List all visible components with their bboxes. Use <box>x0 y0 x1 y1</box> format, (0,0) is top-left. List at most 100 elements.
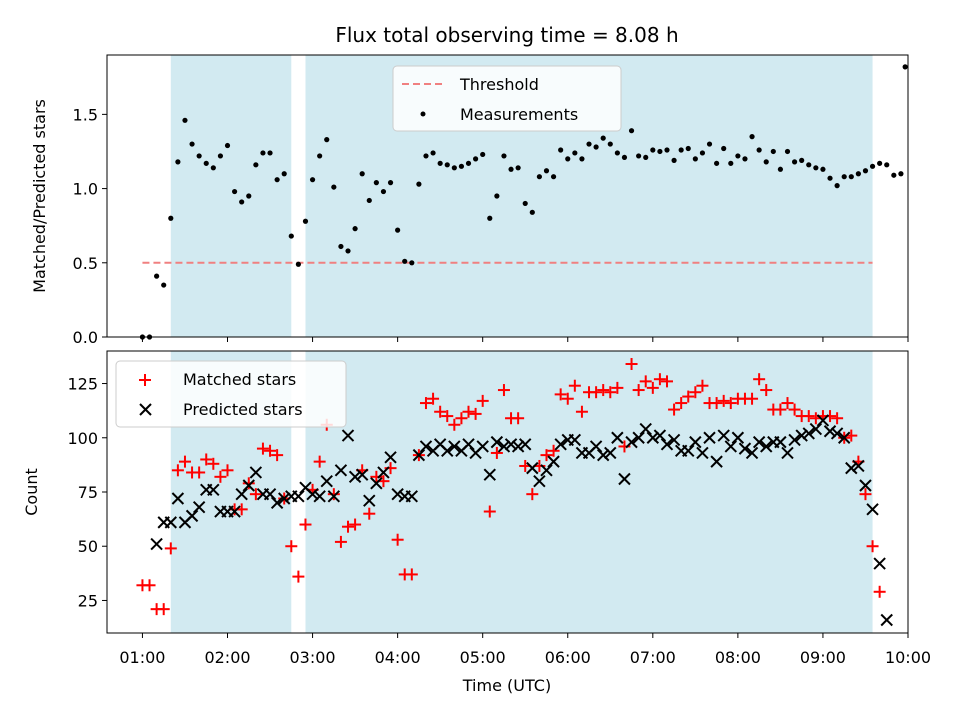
measurement-point <box>902 64 908 70</box>
measurement-point <box>317 153 323 159</box>
top-y-tick-label: 1.5 <box>73 105 98 124</box>
predicted-star-point <box>710 455 723 468</box>
measurement-point <box>387 180 394 186</box>
measurement-point <box>777 166 784 172</box>
measurement-point <box>395 227 401 233</box>
measurement-point <box>196 153 202 159</box>
measurement-point <box>550 174 557 180</box>
predicted-star-point <box>384 451 397 464</box>
measurement-point <box>848 174 854 180</box>
measurement-point <box>536 174 542 180</box>
bottom-legend-box <box>115 360 347 428</box>
matched-star-point <box>207 457 220 470</box>
matched-star-point <box>831 412 844 425</box>
bottom-axes-frame <box>106 350 909 634</box>
matched-star-point <box>710 397 723 410</box>
matched-star-point <box>590 386 603 399</box>
x-tick-label: 09:00 <box>800 648 846 667</box>
measurement-point <box>791 159 798 165</box>
matched-star-point <box>441 410 454 423</box>
bottom-legend: Matched stars Predicted stars <box>115 360 347 428</box>
predicted-star-point <box>724 440 737 453</box>
matched-star-point <box>214 470 227 483</box>
matched-star-point <box>405 568 418 581</box>
measurement-point <box>515 165 521 171</box>
bottom-y-tick-label: 25 <box>78 591 98 610</box>
measurement-point <box>714 160 720 166</box>
measurement-point <box>473 156 479 162</box>
measurement-point <box>862 168 869 174</box>
measurement-point <box>402 258 408 264</box>
matched-star-point <box>646 381 659 394</box>
measurement-point <box>366 197 372 204</box>
matched-star-point <box>242 477 255 490</box>
matched-star-point <box>540 449 553 462</box>
bottom-panel-counts: 25 50 75 100 125 Count Matched stars Predict… <box>22 350 909 638</box>
measurement-point <box>621 154 628 161</box>
measurement-point <box>465 160 472 166</box>
matched-star-point <box>597 384 610 397</box>
measurement-point <box>458 163 465 169</box>
x-tick-label: 02:00 <box>204 648 250 667</box>
matched-star-point <box>788 403 801 416</box>
predicted-star-point <box>845 461 858 475</box>
matched-star-point <box>611 381 624 394</box>
measurement-point <box>742 156 748 162</box>
measurement-point <box>494 193 500 199</box>
predicted-star-point <box>533 474 546 488</box>
predicted-star-point <box>185 509 199 523</box>
measurement-point <box>324 137 330 143</box>
matched-star-point <box>292 570 305 583</box>
matched-star-point <box>434 405 447 418</box>
predicted-star-point <box>859 479 872 492</box>
matched-star-point <box>164 542 177 555</box>
measurement-point <box>558 147 564 153</box>
threshold-legend-label: Threshold <box>459 75 539 94</box>
measurement-point <box>444 162 450 168</box>
predicted-star-point <box>355 468 369 481</box>
x-tick-label: 04:00 <box>375 648 421 667</box>
measurement-point <box>884 162 890 168</box>
predicted-star-point <box>526 461 539 475</box>
measurement-point <box>749 134 755 140</box>
measurement-point <box>721 145 727 152</box>
measurement-point <box>423 153 429 159</box>
x-tick-label: 03:00 <box>290 648 336 667</box>
matched-star-point <box>512 412 525 425</box>
bottom-y-tick-label: 50 <box>78 537 98 556</box>
matched-star-point <box>455 412 468 425</box>
measurement-point <box>522 200 528 207</box>
predicted-star-point <box>519 438 532 451</box>
matched-star-point <box>668 403 681 416</box>
predicted-star-point <box>511 440 525 453</box>
predicted-star-point <box>490 435 504 449</box>
matched-star-point <box>476 394 489 407</box>
measurement-point <box>600 135 606 141</box>
x-tick-label: 10:00 <box>885 648 931 667</box>
matched-star-point <box>363 507 376 520</box>
predicted-star-point <box>689 435 702 449</box>
matched-star-point <box>334 535 347 548</box>
measurement-point <box>508 166 514 172</box>
measurement-point <box>416 181 422 187</box>
measurement-point <box>246 193 252 199</box>
matched-star-point <box>575 405 588 418</box>
matched-star-point <box>753 373 766 386</box>
predicted-star-point <box>192 500 206 514</box>
matched-star-point <box>639 375 652 388</box>
chart-title: Flux total observing time = 8.08 h <box>335 23 678 47</box>
predicted-star-point <box>837 431 851 444</box>
matched-star-point <box>675 397 688 410</box>
measurement-point <box>565 156 571 162</box>
bottom-y-tick-label: 125 <box>67 375 98 394</box>
predicted-star-point <box>788 433 801 447</box>
predicted-star-point <box>377 466 390 479</box>
measurement-point <box>154 273 160 279</box>
predicted-star-point <box>830 427 844 440</box>
measurement-point <box>650 147 656 153</box>
matched-star-point <box>746 392 759 405</box>
top-observing-span <box>170 55 292 337</box>
measurement-point <box>820 166 826 172</box>
measurement-point <box>480 151 486 158</box>
predicted-star-point <box>611 431 624 444</box>
